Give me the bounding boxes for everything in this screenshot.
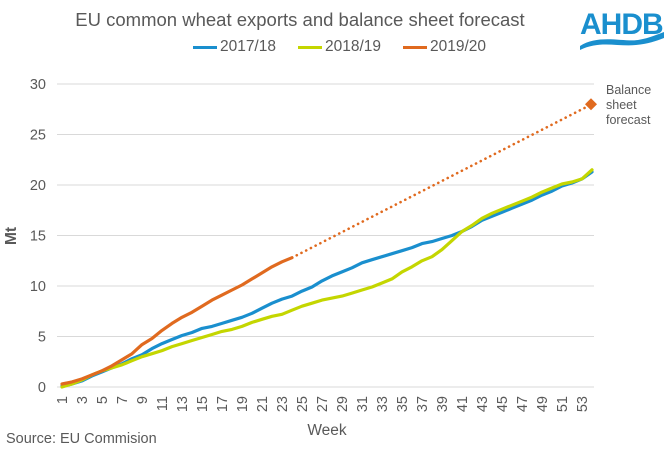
y-axis-title: Mt	[3, 227, 20, 245]
x-tick-label: 35	[395, 396, 411, 412]
legend-swatch-2017-18	[192, 45, 217, 49]
forecast-annotation-line: Balance	[606, 83, 651, 97]
x-tick-label: 31	[355, 396, 371, 412]
y-tick-labels: 0 5 10 15 20 25 30	[30, 77, 46, 396]
y-tick-label: 20	[30, 178, 46, 194]
x-tick-label: 1	[55, 396, 71, 404]
y-tick-label: 25	[30, 128, 46, 144]
source-note: Source: EU Commision	[6, 431, 157, 447]
legend-label-2017-18: 2017/18	[219, 38, 276, 55]
x-tick-label: 5	[95, 396, 111, 404]
legend-label-2019-20: 2019/20	[430, 38, 487, 55]
x-tick-label: 29	[335, 396, 351, 412]
x-tick-label: 13	[175, 396, 191, 412]
x-tick-label: 49	[535, 396, 551, 412]
ahdb-logo-text: AHDB	[580, 8, 663, 41]
x-tick-label: 33	[375, 396, 391, 412]
ahdb-logo: AHDB	[580, 8, 664, 50]
x-tick-label: 27	[315, 396, 331, 412]
x-tick-label: 11	[155, 396, 171, 411]
x-tick-label: 21	[255, 396, 271, 412]
series-line-2019-20	[60, 256, 294, 386]
legend-item-2019-20[interactable]: 2019/20	[403, 38, 486, 56]
y-tick-label: 0	[38, 380, 46, 396]
x-tick-label: 37	[415, 396, 431, 412]
legend-item-2017-18[interactable]: 2017/18	[192, 38, 276, 56]
legend-label-2018-19: 2018/19	[324, 38, 382, 55]
ahdb-logo-wave	[580, 32, 664, 50]
x-tick-labels: 1 3 5 7 9 11 13 15 17 19 21 23 25 27 29 31 33 35 37 39 41 43 4…	[55, 396, 591, 412]
series-line-2018-19	[60, 168, 594, 389]
x-tick-label: 47	[515, 396, 531, 412]
forecast-annotation-line: sheet	[606, 98, 637, 112]
forecast-annotation-line: forecast	[606, 113, 651, 127]
x-tick-label: 43	[475, 396, 491, 412]
x-tick-label: 41	[455, 396, 471, 412]
x-tick-label: 51	[555, 396, 571, 412]
series-line-2017-18	[60, 170, 594, 388]
x-tick-label: 25	[295, 396, 311, 412]
x-tick-label: 3	[75, 396, 91, 404]
x-tick-label: 9	[135, 396, 151, 404]
legend-swatch-2018-19	[297, 45, 322, 49]
x-tick-label: 23	[275, 396, 291, 412]
forecast-dotted-line	[290, 105, 588, 260]
forecast-group	[290, 98, 597, 260]
y-tick-label: 10	[30, 279, 46, 295]
chart-title: EU common wheat exports and balance shee…	[75, 9, 525, 30]
legend-item-2018-19[interactable]: 2018/19	[297, 38, 382, 56]
x-tick-label: 17	[215, 396, 231, 412]
legend: 2017/18 2018/19 2019/20	[0, 38, 669, 56]
y-tick-label: 5	[38, 330, 46, 346]
forecast-diamond-marker	[585, 98, 597, 111]
gridlines	[57, 83, 594, 388]
x-tick-label: 53	[575, 396, 591, 412]
legend-swatch-2019-20	[403, 45, 428, 49]
x-axis-title: Week	[307, 422, 347, 439]
y-tick-label: 30	[30, 77, 46, 93]
y-tick-label: 15	[30, 229, 46, 245]
series-lines	[60, 168, 594, 389]
x-tick-label: 45	[495, 396, 511, 412]
x-tick-label: 39	[435, 396, 451, 412]
x-tick-label: 19	[235, 396, 251, 412]
x-tick-label: 15	[195, 396, 211, 412]
x-tick-label: 7	[115, 396, 131, 404]
